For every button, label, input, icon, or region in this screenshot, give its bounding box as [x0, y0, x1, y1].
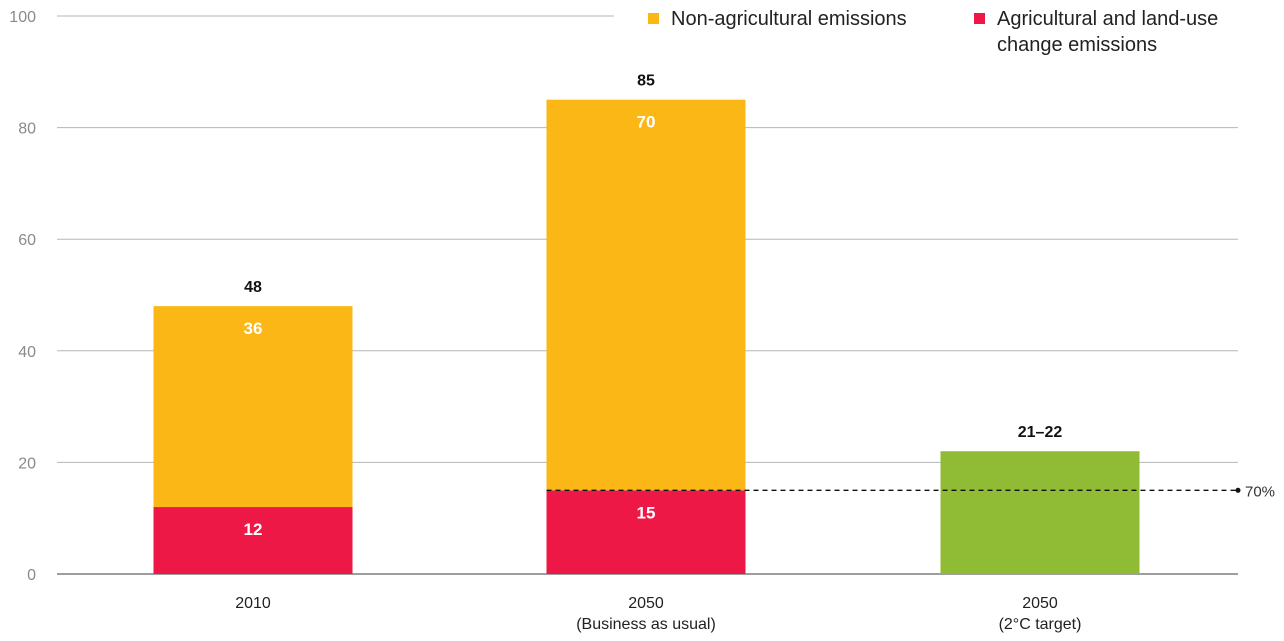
bars	[153, 99, 1140, 574]
reference-line: 70%	[546, 483, 1275, 500]
data-labels: 12 36 48 15 70 85 21–22	[244, 73, 1063, 539]
data-label-total: 48	[244, 279, 262, 296]
bar-non-agricultural-1	[546, 99, 746, 491]
legend-item-agricultural: Agricultural and land-use change emissio…	[974, 6, 1264, 58]
legend-label-non-agricultural: Non-agricultural emissions	[671, 8, 907, 30]
reference-line-label: 70%	[1245, 483, 1275, 500]
bar-agricultural-0	[153, 507, 353, 574]
legend-swatch-non-agricultural	[648, 13, 659, 24]
data-label-agricultural: 15	[637, 503, 656, 522]
data-label-non-agricultural: 36	[244, 319, 263, 338]
y-tick-label: 60	[18, 232, 36, 249]
legend-swatch-agricultural	[974, 13, 985, 24]
legend-label-agricultural: Agricultural and land-use change emissio…	[997, 8, 1219, 56]
legend: Non-agricultural emissions Agricultural …	[648, 6, 1278, 66]
x-tick-label: 2050 (Business as usual)	[576, 595, 716, 633]
data-label-agricultural: 12	[244, 520, 263, 539]
bar-non-agricultural-0	[153, 306, 353, 508]
y-tick-label: 100	[9, 9, 36, 26]
bar-target-2	[940, 451, 1140, 574]
bar-agricultural-1	[546, 490, 746, 574]
y-tick-label: 80	[18, 121, 36, 138]
y-axis-ticks: 0 20 40 60 80 100	[9, 9, 36, 584]
x-axis-ticks: 2010 2050 (Business as usual) 2050 (2°C targ…	[235, 595, 1081, 633]
y-tick-label: 0	[27, 567, 36, 584]
x-tick-label: 2050 (2°C target)	[999, 595, 1082, 633]
y-tick-label: 40	[18, 344, 36, 361]
reference-line-endpoint	[1235, 487, 1241, 493]
data-label-total: 21–22	[1018, 424, 1063, 441]
legend-item-non-agricultural: Non-agricultural emissions	[648, 6, 907, 32]
data-label-total: 85	[637, 73, 655, 90]
data-label-non-agricultural: 70	[637, 113, 656, 132]
x-tick-label: 2010	[235, 595, 271, 612]
y-tick-label: 20	[18, 455, 36, 472]
